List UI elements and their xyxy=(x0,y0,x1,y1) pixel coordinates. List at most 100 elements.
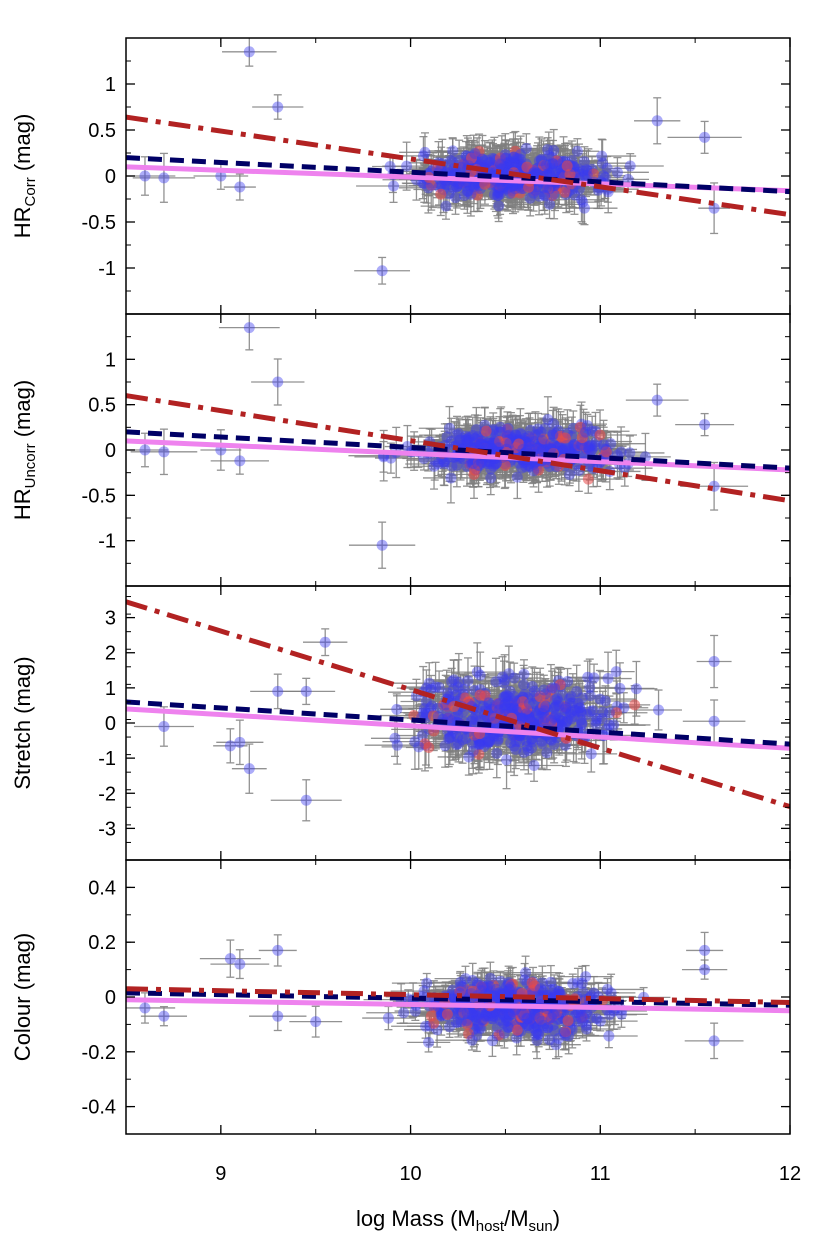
data-point-blue xyxy=(469,147,481,159)
data-point-blue xyxy=(528,166,540,178)
fit-line-dashdot xyxy=(126,114,790,218)
data-point-blue xyxy=(506,180,518,192)
data-point-blue xyxy=(578,156,590,168)
error-bar xyxy=(667,120,742,154)
data-point-blue xyxy=(447,182,459,194)
data-point-red xyxy=(514,187,526,199)
data-point-blue xyxy=(493,200,505,212)
data-point-blue xyxy=(533,190,545,202)
data-point-blue xyxy=(581,169,593,181)
data-point-blue xyxy=(535,155,547,167)
data-point-red xyxy=(561,160,573,172)
data-point-blue xyxy=(460,180,472,192)
data-point-blue xyxy=(509,183,521,195)
data-point-blue xyxy=(500,152,512,164)
data-point-red xyxy=(471,189,483,201)
data-point-blue xyxy=(537,182,549,194)
data-point-red xyxy=(523,181,535,193)
data-point-blue xyxy=(699,131,711,143)
data-point-blue xyxy=(494,181,506,193)
plot-area xyxy=(126,314,790,569)
data-point-blue xyxy=(243,46,255,58)
y-tick-label: -0.5 xyxy=(82,212,116,234)
error-bar xyxy=(223,173,256,201)
data-point-blue xyxy=(494,158,506,170)
data-point-blue xyxy=(484,157,496,169)
data-point-blue xyxy=(597,157,609,169)
error-bar xyxy=(698,182,730,235)
data-point-blue xyxy=(376,265,388,277)
data-point-blue xyxy=(580,164,592,176)
data-point-blue xyxy=(544,158,556,170)
data-point-blue xyxy=(458,189,470,201)
data-point-blue xyxy=(550,165,562,177)
data-point-blue xyxy=(464,180,476,192)
data-point-blue xyxy=(540,159,552,171)
data-point-red xyxy=(509,145,521,157)
data-point-blue xyxy=(543,150,555,162)
data-point-blue xyxy=(544,198,556,210)
data-point-blue xyxy=(499,149,511,161)
data-point-blue xyxy=(491,190,503,202)
data-point-blue xyxy=(544,182,556,194)
data-point-blue xyxy=(458,158,470,170)
data-point-blue xyxy=(158,172,170,184)
data-point-blue xyxy=(575,194,587,206)
data-point-blue xyxy=(599,172,611,184)
data-point-blue xyxy=(520,142,532,154)
data-point-red xyxy=(521,161,533,173)
data-point-blue xyxy=(443,188,455,200)
data-point-blue xyxy=(651,115,663,127)
error-bar xyxy=(132,152,196,203)
data-point-blue xyxy=(494,188,506,200)
plot-area xyxy=(126,38,790,285)
data-point-blue xyxy=(596,150,608,162)
data-point-red xyxy=(538,159,550,171)
data-point-blue xyxy=(622,173,634,185)
data-point-blue xyxy=(515,148,527,160)
data-point-blue xyxy=(624,160,636,172)
data-point-blue xyxy=(492,189,504,201)
data-point-blue xyxy=(486,152,498,164)
data-point-blue xyxy=(515,154,527,166)
error-bar xyxy=(126,156,176,196)
data-point-blue xyxy=(508,151,520,163)
data-point-blue xyxy=(577,196,589,208)
data-point-red xyxy=(435,188,447,200)
data-point-blue xyxy=(577,165,589,177)
data-point-blue xyxy=(440,200,452,212)
data-point-blue xyxy=(547,158,559,170)
y-tick-label: 1 xyxy=(105,74,116,96)
data-point-blue xyxy=(501,182,513,194)
data-point-blue xyxy=(462,185,474,197)
data-point-blue xyxy=(524,192,536,204)
data-point-blue xyxy=(445,166,457,178)
data-point-blue xyxy=(493,181,505,193)
data-point-blue xyxy=(548,144,560,156)
data-point-blue xyxy=(401,160,413,172)
data-point-blue xyxy=(234,181,246,193)
panel-1: -1 -0.5 0 0.5 1 HRCorr (mag) xyxy=(10,37,791,315)
data-point-blue xyxy=(272,101,284,113)
y-axis-title: HRCorr (mag) xyxy=(10,114,39,239)
error-bar xyxy=(354,256,411,285)
data-point-blue xyxy=(542,144,554,156)
data-point-blue xyxy=(441,179,453,191)
data-point-blue xyxy=(417,150,429,162)
y-tick-label: 0 xyxy=(105,166,116,188)
data-point-blue xyxy=(422,182,434,194)
data-point-blue xyxy=(538,189,550,201)
data-point-blue xyxy=(509,159,521,171)
data-point-blue xyxy=(578,202,590,214)
data-point-blue xyxy=(481,154,493,166)
error-bar xyxy=(555,138,600,165)
data-point-blue xyxy=(508,156,520,168)
data-point-blue xyxy=(568,189,580,201)
data-point-blue xyxy=(508,151,520,163)
data-point-blue xyxy=(495,159,507,171)
data-point-blue xyxy=(507,157,519,169)
data-point-blue xyxy=(597,170,609,182)
data-point-blue xyxy=(510,153,522,165)
data-point-blue xyxy=(512,153,524,165)
data-point-blue xyxy=(465,188,477,200)
